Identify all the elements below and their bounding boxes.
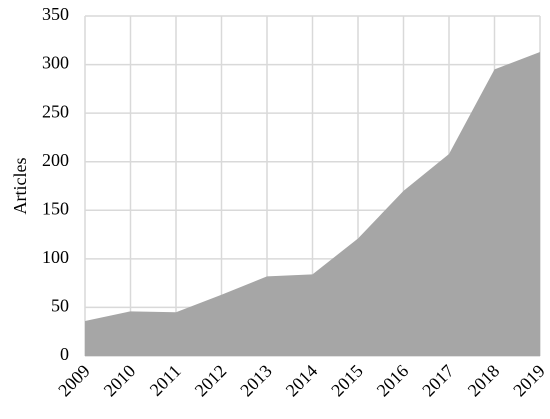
- x-tick-label: 2009: [54, 361, 94, 401]
- x-tick-label: 2015: [327, 361, 367, 401]
- x-tick-label: 2012: [191, 361, 231, 401]
- x-tick-label: 2013: [236, 361, 276, 401]
- y-tick-label: 50: [51, 296, 69, 316]
- y-tick-label: 150: [42, 198, 69, 218]
- x-tick-label: 2010: [100, 361, 140, 401]
- x-tick-label: 2018: [464, 361, 504, 401]
- area: [85, 51, 540, 356]
- y-tick-label: 350: [42, 4, 69, 24]
- x-tick-label: 2014: [282, 361, 322, 401]
- y-tick-label: 300: [42, 53, 69, 73]
- x-tick-label: 2011: [146, 361, 185, 400]
- y-tick-label: 0: [60, 344, 69, 364]
- y-axis-label: Articles: [10, 158, 30, 215]
- x-tick-label: 2016: [373, 361, 413, 401]
- y-tick-label: 100: [42, 247, 69, 267]
- x-tick-label: 2019: [509, 361, 549, 401]
- y-tick-label: 200: [42, 150, 69, 170]
- y-tick-label: 250: [42, 101, 69, 121]
- x-tick-label: 2017: [418, 361, 458, 401]
